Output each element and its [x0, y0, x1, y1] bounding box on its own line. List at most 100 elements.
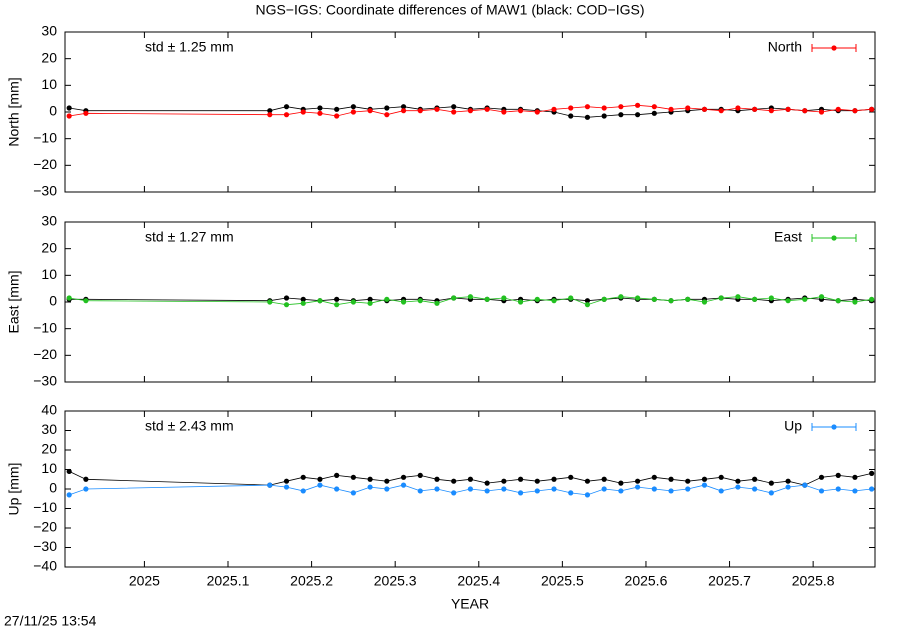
- data-point: [417, 298, 423, 304]
- x-tick-label: 2025.7: [708, 573, 751, 589]
- x-tick-label: 2025.5: [541, 573, 584, 589]
- data-point: [501, 486, 507, 492]
- data-point: [367, 300, 373, 306]
- data-point: [718, 474, 724, 480]
- data-point: [467, 486, 474, 492]
- data-point: [534, 296, 540, 302]
- data-point: [601, 105, 607, 111]
- x-tick-label: 2025.4: [457, 573, 500, 589]
- data-point: [802, 108, 808, 114]
- data-point: [718, 488, 724, 494]
- plot-frame: [64, 410, 876, 568]
- legend-label: Up: [784, 418, 802, 434]
- y-tick-label: 0: [49, 293, 57, 309]
- data-point: [635, 478, 641, 484]
- data-point: [66, 113, 72, 119]
- y-tick-label: 20: [41, 441, 57, 457]
- data-point: [785, 478, 791, 484]
- y-tick-label: 30: [41, 421, 57, 437]
- y-tick-label: 10: [41, 460, 57, 476]
- data-point: [434, 300, 440, 306]
- data-point: [618, 294, 624, 300]
- data-point: [835, 298, 841, 304]
- data-point: [852, 474, 858, 480]
- legend-marker: [831, 424, 837, 430]
- data-point: [701, 482, 708, 488]
- data-point: [802, 482, 808, 488]
- data-point: [83, 110, 89, 116]
- data-point: [651, 110, 657, 116]
- data-point: [367, 484, 373, 490]
- data-point: [300, 474, 306, 480]
- data-point: [467, 476, 474, 482]
- data-point: [400, 104, 407, 110]
- data-point: [668, 488, 674, 494]
- data-point: [467, 108, 474, 114]
- data-point: [501, 478, 507, 484]
- plot-frame: [64, 221, 876, 383]
- data-point: [300, 300, 306, 306]
- y-tick-label: −40: [33, 558, 57, 574]
- data-point: [417, 488, 423, 494]
- data-point: [685, 486, 691, 492]
- data-point: [785, 484, 791, 490]
- data-point: [334, 113, 340, 119]
- data-point: [267, 299, 273, 305]
- data-point: [300, 109, 306, 115]
- data-point: [752, 106, 758, 112]
- data-point: [367, 476, 373, 482]
- data-point: [484, 106, 490, 112]
- data-point: [568, 490, 574, 496]
- data-point: [83, 476, 89, 482]
- data-point: [283, 302, 290, 308]
- y-tick-label: 20: [41, 239, 57, 255]
- data-point: [434, 106, 440, 112]
- y-axis-label: Up [mm]: [6, 463, 22, 516]
- data-point: [852, 488, 858, 494]
- y-tick-label: −30: [33, 183, 57, 199]
- data-point: [451, 104, 457, 110]
- data-point: [501, 295, 507, 301]
- y-tick-label: 10: [41, 266, 57, 282]
- data-point: [534, 488, 540, 494]
- plot-frame: [64, 31, 876, 193]
- data-point: [752, 476, 758, 482]
- data-point: [701, 476, 708, 482]
- data-point: [584, 114, 591, 120]
- data-point: [785, 106, 791, 112]
- data-point: [517, 108, 524, 114]
- y-tick-label: −30: [33, 373, 57, 389]
- data-point: [635, 484, 641, 490]
- data-point: [685, 478, 691, 484]
- data-point: [417, 108, 423, 114]
- data-point: [618, 112, 624, 118]
- timestamp: 27/11/25 13:54: [4, 613, 97, 629]
- legend-label: East: [774, 229, 802, 245]
- y-tick-label: 30: [41, 23, 57, 39]
- x-tick-label: 2025.1: [207, 573, 250, 589]
- data-point: [685, 296, 691, 302]
- annotation: std ± 1.27 mm: [145, 229, 234, 245]
- y-tick-label: −30: [33, 538, 57, 554]
- data-point: [484, 296, 490, 302]
- data-point: [835, 106, 841, 112]
- data-point: [685, 105, 691, 111]
- y-tick-label: −20: [33, 156, 57, 172]
- data-point: [869, 470, 875, 476]
- data-point: [451, 478, 457, 484]
- x-tick-label: 2025.6: [625, 573, 668, 589]
- data-point: [66, 492, 72, 498]
- data-point: [735, 484, 741, 490]
- data-point: [835, 472, 841, 478]
- data-point: [283, 484, 290, 490]
- data-point: [835, 486, 841, 492]
- y-tick-label: 10: [41, 76, 57, 92]
- data-point: [635, 112, 641, 118]
- y-tick-label: −10: [33, 319, 57, 335]
- data-point: [584, 492, 591, 498]
- data-point: [300, 488, 306, 494]
- data-point: [668, 298, 674, 304]
- data-point: [334, 106, 340, 112]
- data-point: [618, 104, 624, 110]
